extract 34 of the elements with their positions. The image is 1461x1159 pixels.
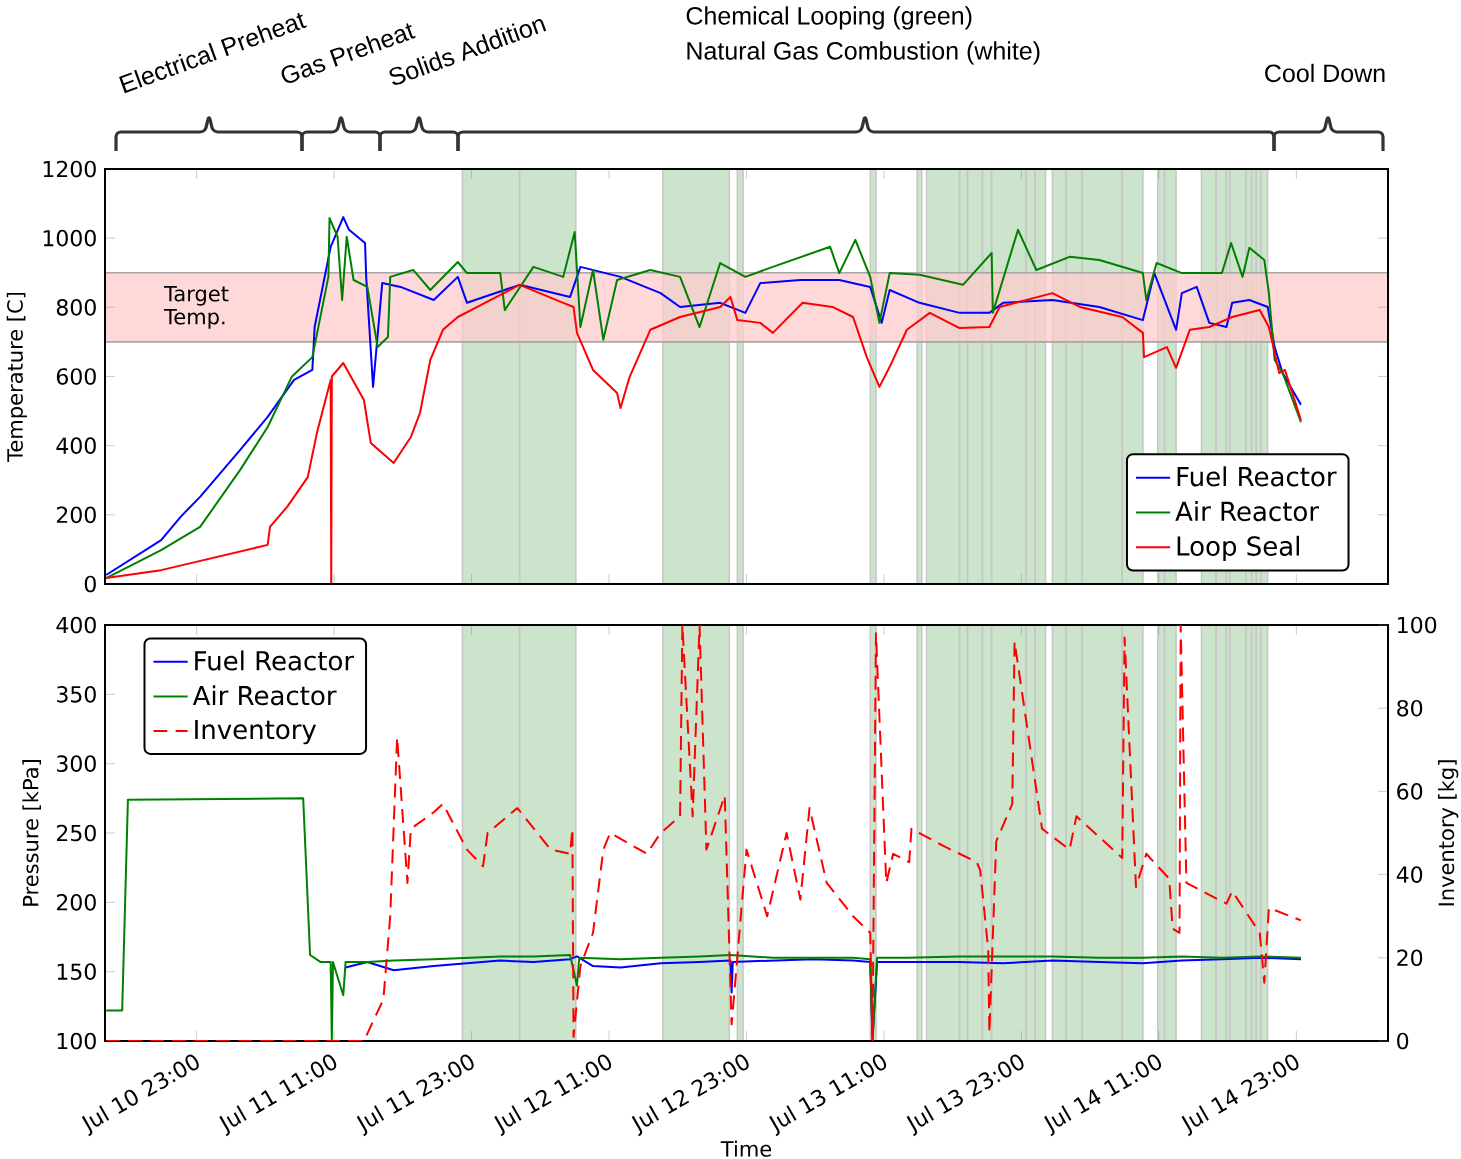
y-tick-label: 400 [56,616,96,634]
y-tick-label: 300 [57,755,96,772]
band-label: Target Temp. [163,285,229,329]
y2-tick-label: 100 [1398,616,1437,634]
y2-tick-label: 40 [1396,866,1423,883]
y-tick-label: 0 [84,575,96,593]
y-tick-label: 100 [57,1032,96,1050]
text: Cool Down [1265,63,1385,83]
legend-label: Air Reactor [1175,501,1320,522]
y-tick-label: 1200 [43,160,96,178]
y2-tick-label: 60 [1397,783,1423,800]
y-tick-label: 200 [56,894,96,911]
y2-tick-label: 0 [1397,1032,1409,1050]
legend-label: Fuel Reactor [1177,466,1337,487]
y-tick-label: 600 [56,368,96,385]
y-tick-label: 1000 [43,229,96,247]
y-tick-label: 800 [56,299,96,316]
legend-label: Inventory [195,719,317,745]
y-axis-title: Pressure [kPa] [22,760,42,906]
y2-axis-title: Inventory [kg] [1438,760,1459,906]
text: Natural Gas Combustion (white) [687,41,1040,65]
y-tick-label: 150 [57,963,96,980]
y-tick-label: 200 [56,506,96,524]
x-axis-title: Time [720,1140,772,1157]
y2-tick-label: 20 [1397,949,1423,967]
y-tick-label: 400 [56,437,96,454]
y-tick-label: 250 [56,824,96,842]
y-tick-label: 350 [57,686,96,703]
y-axis-title: Temperature [C] [6,292,28,462]
y2-tick-label: 80 [1397,699,1423,717]
legend-label: Air Reactor [192,685,337,706]
legend-label: Loop Seal [1177,535,1299,561]
legend-label: Fuel Reactor [195,650,355,671]
text: Chemical Looping (green) [686,6,972,30]
